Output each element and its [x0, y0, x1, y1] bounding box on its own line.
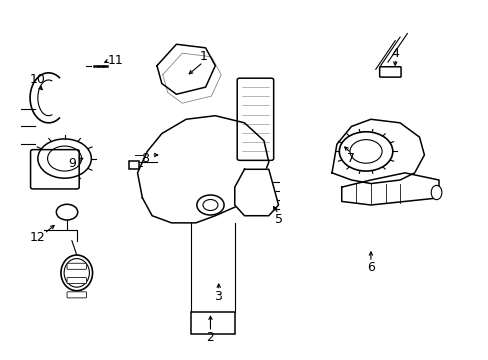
FancyBboxPatch shape: [30, 150, 79, 189]
Ellipse shape: [64, 258, 89, 287]
Ellipse shape: [430, 185, 441, 200]
Bar: [128, 161, 139, 168]
Text: 3: 3: [213, 289, 221, 303]
Text: 12: 12: [30, 231, 46, 244]
FancyBboxPatch shape: [67, 263, 86, 269]
Text: 8: 8: [141, 152, 148, 165]
Text: 4: 4: [390, 47, 398, 60]
Polygon shape: [331, 119, 424, 184]
Polygon shape: [157, 44, 215, 94]
Ellipse shape: [61, 255, 92, 291]
Polygon shape: [234, 169, 278, 216]
Text: 7: 7: [347, 152, 355, 165]
Text: 1: 1: [199, 50, 207, 63]
Polygon shape: [341, 173, 438, 205]
Bar: [191, 312, 234, 334]
FancyBboxPatch shape: [237, 78, 273, 160]
Polygon shape: [137, 116, 268, 223]
Text: 2: 2: [206, 332, 214, 345]
FancyBboxPatch shape: [67, 292, 86, 298]
Text: 9: 9: [68, 157, 76, 170]
Text: 10: 10: [30, 73, 46, 86]
FancyBboxPatch shape: [379, 67, 400, 77]
Text: 5: 5: [274, 213, 282, 226]
Text: 6: 6: [366, 261, 374, 274]
Text: 11: 11: [107, 54, 123, 67]
FancyBboxPatch shape: [67, 278, 86, 284]
